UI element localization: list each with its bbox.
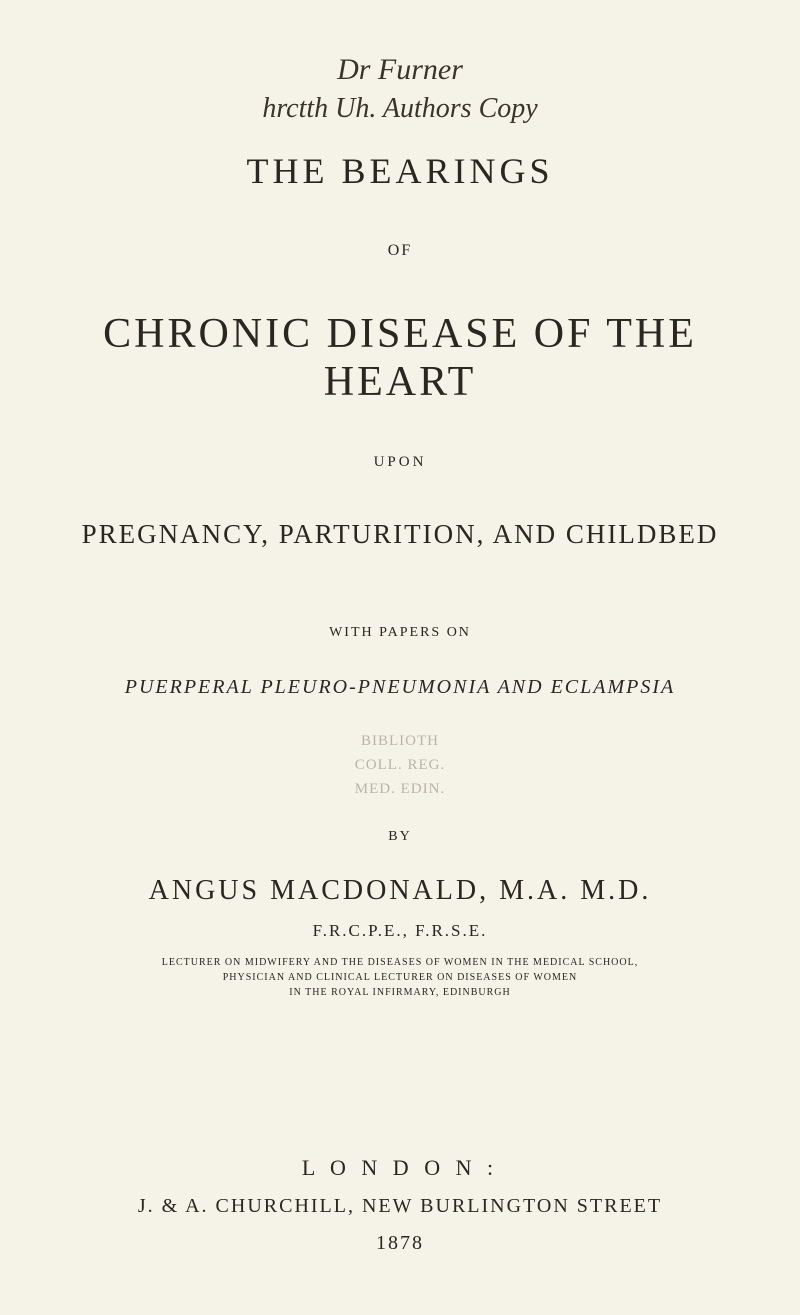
upon-connector: UPON (60, 454, 740, 471)
subtitle: PREGNANCY, PARTURITION, AND CHILDBED (60, 519, 740, 550)
handwriting-line-1: Dr Furner (60, 50, 740, 89)
with-papers-label: WITH PAPERS ON (60, 625, 740, 641)
main-title: THE BEARINGS (60, 150, 740, 192)
place-of-publication: L O N D O N : (60, 1155, 740, 1181)
imprint-block: L O N D O N : J. & A. CHURCHILL, NEW BUR… (60, 1155, 740, 1255)
author-role-2: PHYSICIAN AND CLINICAL LECTURER ON DISEA… (60, 970, 740, 985)
library-stamp: BIBLIOTH COLL. REG. MED. EDIN. (60, 729, 740, 804)
stamp-line-1: BIBLIOTH (60, 729, 740, 753)
handwritten-inscription: Dr Furner hrctth Uh. Authors Copy (60, 50, 740, 145)
stamp-line-3: MED. EDIN. (60, 777, 740, 801)
author-role-1: LECTURER ON MIDWIFERY AND THE DISEASES O… (60, 955, 740, 970)
by-label: BY (60, 829, 740, 845)
subject-title: CHRONIC DISEASE OF THE HEART (60, 310, 740, 406)
author-name: ANGUS MACDONALD, M.A. M.D. (60, 875, 740, 907)
secondary-subject: PUERPERAL PLEURO-PNEUMONIA AND ECLAMPSIA (60, 676, 740, 699)
stamp-line-2: COLL. REG. (60, 753, 740, 777)
publisher: J. & A. CHURCHILL, NEW BURLINGTON STREET (60, 1195, 740, 1218)
of-connector: OF (60, 242, 740, 260)
author-role-3: IN THE ROYAL INFIRMARY, EDINBURGH (60, 985, 740, 1000)
publication-year: 1878 (60, 1232, 740, 1255)
author-credentials: F.R.C.P.E., F.R.S.E. (60, 921, 740, 941)
handwriting-line-2: hrctth Uh. Authors Copy (60, 91, 740, 127)
